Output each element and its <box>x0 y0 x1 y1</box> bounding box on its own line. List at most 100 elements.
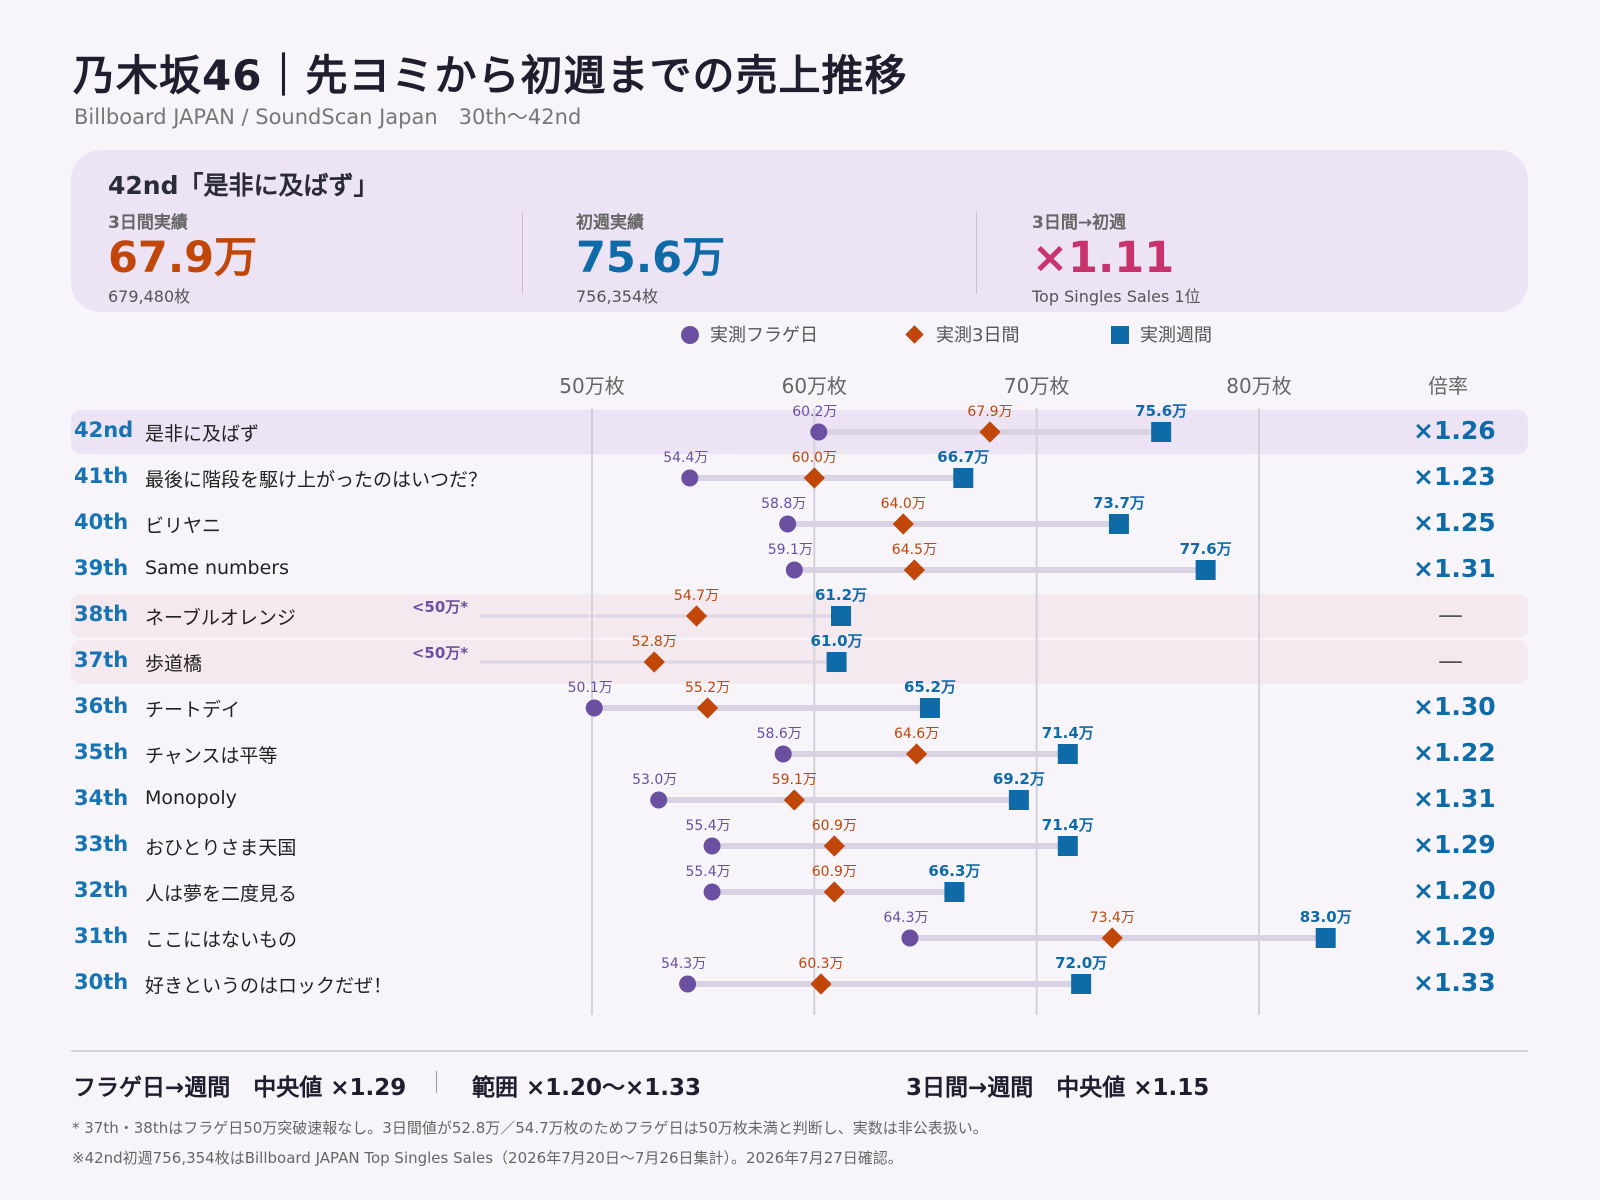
flag-point <box>703 837 721 855</box>
three-day-data-label: 64.0万 <box>881 496 926 512</box>
three-day-data-label: 73.4万 <box>1090 910 1135 926</box>
row-title: 好きというのはロックだぜ！ <box>145 975 393 997</box>
three-day-point <box>685 605 708 627</box>
week-point <box>831 606 852 626</box>
x-tick-label: 80万枚 <box>1226 374 1292 398</box>
row-multiplier: — <box>1438 600 1463 629</box>
flag-data-label: 50.1万 <box>568 680 613 696</box>
summary-card: 42nd「是非に及ばず」 3日間実績 67.9万 679,480枚 初週実績 7… <box>71 150 1528 312</box>
row-rank: 36th <box>74 694 129 718</box>
ratio-detail: Top Singles Sales 1位 <box>1032 287 1201 306</box>
week-point <box>1108 514 1129 534</box>
row-title: おひとりさま天国 <box>145 837 297 859</box>
row-title: 最後に階段を駆け上がったのはいつだ？ <box>145 469 488 491</box>
week-data-label: 72.0万 <box>1055 954 1107 972</box>
row-rank: 41th <box>74 464 129 488</box>
first-week-detail: 756,354枚 <box>576 287 659 306</box>
week-data-label: 66.3万 <box>928 862 980 880</box>
flag-point <box>774 745 792 763</box>
three-day-data-label: 60.3万 <box>798 956 843 972</box>
week-point <box>919 698 940 718</box>
week-data-label: 71.4万 <box>1042 816 1094 834</box>
flag-data-label: 58.6万 <box>757 726 802 742</box>
flag-data-label: 60.2万 <box>792 404 837 420</box>
multiplier-header: 倍率 <box>1428 374 1468 398</box>
row-rank: 30th <box>74 970 129 994</box>
row-rank: 39th <box>74 556 129 580</box>
first-week-label: 初週実績 <box>576 213 644 233</box>
flag-data-label: 54.4万 <box>663 450 708 466</box>
row-title: Monopoly <box>145 787 237 809</box>
row-rank: 42nd <box>74 418 134 442</box>
three-day-point <box>906 743 928 765</box>
x-tick-label: 60万枚 <box>781 374 848 398</box>
row-multiplier: ×1.31 <box>1413 554 1496 583</box>
page-title: 乃木坂46｜先ヨミから初週までの売上推移 <box>73 51 908 100</box>
three-day-point <box>697 697 719 719</box>
flag-missing-label: <50万* <box>412 644 468 662</box>
legend-three-day-label: 実測3日間 <box>936 325 1020 346</box>
flag-point <box>679 975 697 993</box>
row-multiplier: ×1.33 <box>1413 968 1496 997</box>
week-data-label: 61.0万 <box>811 632 863 650</box>
summary-three-day: 3日間実績 67.9万 679,480枚 <box>108 208 257 307</box>
x-tick-label: 50万枚 <box>559 374 625 398</box>
first-week-value: 75.6万 <box>576 233 726 283</box>
flag-data-label: 55.4万 <box>685 864 730 880</box>
three-day-data-label: 55.2万 <box>685 680 730 696</box>
week-data-label: 75.6万 <box>1135 402 1187 420</box>
three-day-data-label: 59.1万 <box>772 772 817 788</box>
three-day-point <box>810 973 832 995</box>
page-subtitle: Billboard JAPAN / SoundScan Japan 30th〜4… <box>74 105 582 129</box>
three-day-data-label: 52.8万 <box>632 634 677 650</box>
week-point <box>1195 560 1216 580</box>
flag-median: フラゲ日→週間 中央値 ×1.29 <box>73 1075 407 1101</box>
flag-data-label: 58.8万 <box>761 496 806 512</box>
ratio-label: 3日間→初週 <box>1032 213 1127 233</box>
week-point <box>1151 422 1172 442</box>
summary-song-title: 42nd「是非に及ばず」 <box>108 171 379 200</box>
row-title: ネーブルオレンジ <box>145 607 296 629</box>
ratio-range: 範囲 ×1.20〜×1.33 <box>472 1075 702 1101</box>
x-tick-label: 70万枚 <box>1003 374 1070 398</box>
row-multiplier: ×1.31 <box>1413 784 1496 813</box>
legend-week: 実測週間 <box>1110 321 1212 347</box>
summary-first-week: 初週実績 75.6万 756,354枚 <box>576 208 725 307</box>
week-data-label: 71.4万 <box>1042 724 1094 742</box>
ratio-value: ×1.11 <box>1032 233 1175 283</box>
three-day-point <box>892 513 914 535</box>
flag-data-label: 53.0万 <box>632 772 677 788</box>
dumbbell-chart: 60.2万 67.9万 75.6万 54.4万 60.0万 66.7万 58.8万 64.0万… <box>412 402 1352 1015</box>
summary-divider <box>522 212 523 294</box>
three-day-data-label: 60.0万 <box>792 450 837 466</box>
three-day-value: 67.9万 <box>108 233 258 283</box>
three-day-data-label: 64.6万 <box>894 726 939 742</box>
row-rank: 37th <box>74 648 129 672</box>
row-title: Same numbers <box>145 557 289 579</box>
week-point <box>1071 974 1092 994</box>
row-rank: 33th <box>74 832 129 856</box>
three-day-point <box>903 559 925 581</box>
flag-point <box>779 515 797 533</box>
legend-flag: 実測フラゲ日 <box>680 321 818 347</box>
week-data-label: 69.2万 <box>993 770 1045 788</box>
circle-icon <box>681 326 699 344</box>
week-point <box>826 652 847 672</box>
legend-flag-label: 実測フラゲ日 <box>710 325 818 346</box>
week-data-label: 83.0万 <box>1300 908 1352 926</box>
diamond-icon <box>905 325 924 344</box>
row-multiplier: ×1.22 <box>1413 738 1496 767</box>
flag-point <box>901 929 919 947</box>
three-day-data-label: 54.7万 <box>674 588 719 604</box>
flag-point <box>785 561 803 579</box>
three-day-detail: 679,480枚 <box>108 287 191 306</box>
row-rank: 40th <box>74 510 129 534</box>
row-rank: 35th <box>74 740 129 764</box>
legend-week-label: 実測週間 <box>1140 325 1212 346</box>
row-multiplier: ×1.29 <box>1413 830 1496 859</box>
row-title: 是非に及ばず <box>145 423 260 445</box>
row-multiplier: ×1.30 <box>1413 692 1496 721</box>
row-rank: 32th <box>74 878 129 902</box>
row-multiplier: — <box>1438 646 1463 675</box>
three-day-point <box>1101 927 1123 949</box>
